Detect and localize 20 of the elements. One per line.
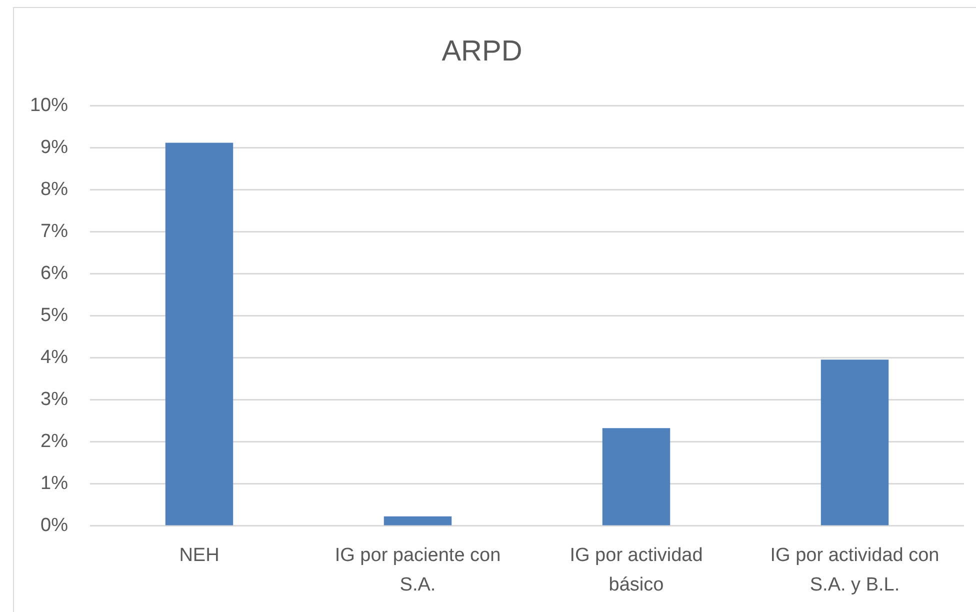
y-tick-label: 10% bbox=[30, 95, 68, 116]
y-tick-label: 0% bbox=[40, 515, 68, 536]
y-tick-label: 8% bbox=[40, 179, 68, 200]
y-tick-label: 6% bbox=[40, 263, 68, 284]
chart-title: ARPD bbox=[442, 35, 522, 68]
y-tick-label: 3% bbox=[40, 389, 68, 410]
x-tick-label: IG por actividad con S.A. y B.L. bbox=[770, 544, 940, 596]
y-tick-label: 2% bbox=[40, 431, 68, 452]
bar bbox=[820, 360, 889, 526]
y-tick-label: 4% bbox=[40, 347, 68, 368]
bar bbox=[384, 516, 452, 526]
y-tick-label: 5% bbox=[40, 305, 68, 326]
bar bbox=[165, 142, 234, 526]
y-tick-label: 9% bbox=[40, 137, 68, 158]
x-tick-label: NEH bbox=[179, 544, 220, 566]
bar bbox=[602, 428, 670, 526]
x-tick-label: IG por paciente con S.A. bbox=[334, 544, 501, 596]
y-tick-label: 1% bbox=[40, 473, 68, 494]
x-tick-label: IG por actividad básico bbox=[570, 544, 703, 596]
y-tick-label: 7% bbox=[40, 221, 68, 242]
